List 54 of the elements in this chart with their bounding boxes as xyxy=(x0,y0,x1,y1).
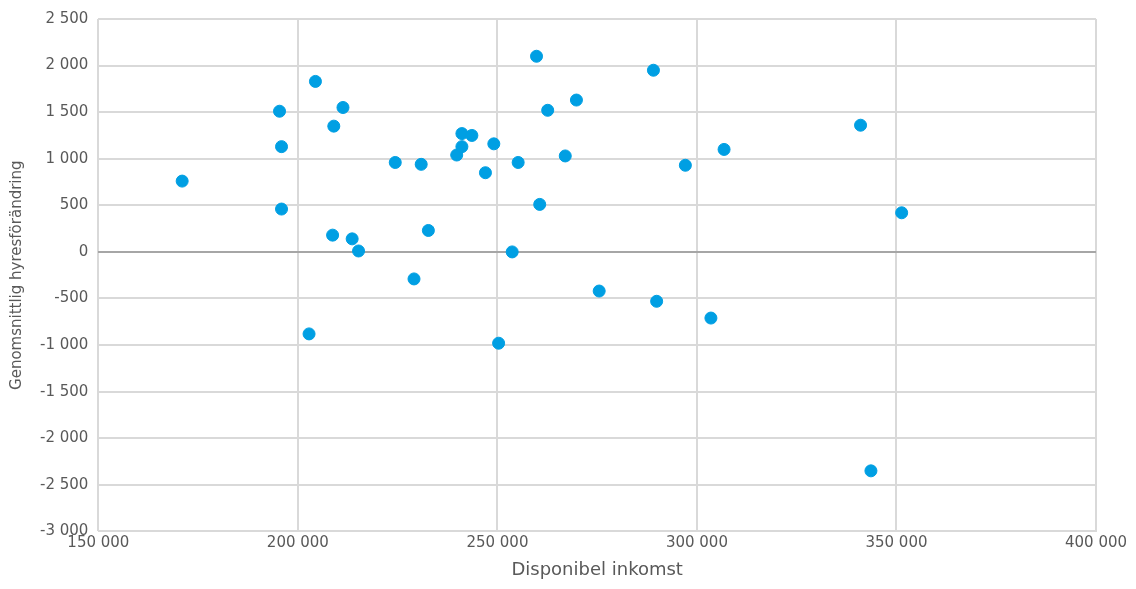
point xyxy=(175,174,189,188)
point xyxy=(511,155,525,169)
y-tick-label: 0 xyxy=(78,241,89,260)
y-tick-label: -1 000 xyxy=(40,334,89,353)
y-axis-title: Genomsnittlig hyresförändring xyxy=(6,160,25,390)
point xyxy=(308,74,322,88)
y-tick-label: 500 xyxy=(59,195,89,214)
y-tick-label: 2 500 xyxy=(45,8,89,27)
point xyxy=(717,142,731,156)
y-tick-label: 1 500 xyxy=(45,102,89,121)
y-tick-label: -1 500 xyxy=(40,381,89,400)
point xyxy=(492,336,506,350)
point xyxy=(273,104,287,118)
point xyxy=(465,128,479,142)
y-tick-label: -2 000 xyxy=(40,428,89,447)
point xyxy=(569,93,583,107)
point xyxy=(864,464,878,478)
point xyxy=(646,63,660,77)
point xyxy=(388,155,402,169)
point xyxy=(336,101,350,115)
point xyxy=(345,232,359,246)
point xyxy=(414,157,428,171)
x-tick-label: 400 000 xyxy=(1064,533,1128,552)
point xyxy=(275,202,289,216)
y-tick-label: -2 500 xyxy=(40,474,89,493)
point xyxy=(650,294,664,308)
point xyxy=(327,119,341,133)
point xyxy=(478,166,492,180)
point xyxy=(704,311,718,325)
point xyxy=(352,244,366,258)
x-tick-label: 350 000 xyxy=(865,533,928,552)
x-tick-label: 300 000 xyxy=(665,533,728,552)
point xyxy=(678,158,692,172)
point xyxy=(407,272,421,286)
point xyxy=(275,140,289,154)
y-tick-label: 1 000 xyxy=(45,148,89,167)
x-tick-label: 250 000 xyxy=(466,533,529,552)
x-axis-title: Disponibel inkomst xyxy=(511,557,683,579)
y-tick-label: 2 000 xyxy=(45,55,89,74)
point xyxy=(533,197,547,211)
point xyxy=(302,327,316,341)
point xyxy=(455,140,469,154)
point xyxy=(541,103,555,117)
point xyxy=(592,284,606,298)
point xyxy=(854,118,868,132)
point xyxy=(895,206,909,220)
y-tick-label: -500 xyxy=(54,288,89,307)
point xyxy=(558,149,572,163)
point xyxy=(487,137,501,151)
point xyxy=(505,245,519,259)
x-tick-label: 200 000 xyxy=(266,533,329,552)
point xyxy=(421,223,435,237)
point xyxy=(530,49,544,63)
point xyxy=(326,228,340,242)
